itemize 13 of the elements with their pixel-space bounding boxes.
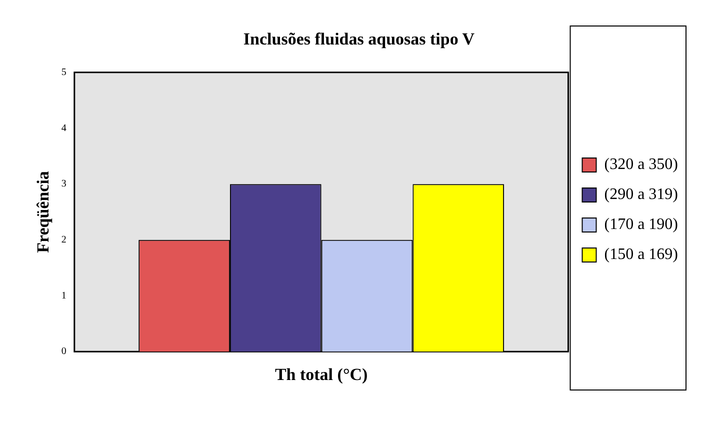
y-tick-label: 3: [61, 178, 66, 190]
y-tick-label: 5: [61, 67, 66, 78]
y-axis-title: Freqüência: [34, 170, 53, 253]
legend-label: (290 a 319): [604, 186, 678, 204]
chart-title: Inclusões fluidas aquosas tipo V: [243, 30, 476, 49]
legend-label: (150 a 169): [604, 246, 678, 264]
x-axis-title: Th total (°C): [274, 365, 368, 384]
y-tick-label: 2: [61, 234, 66, 246]
legend-label: (320 a 350): [604, 156, 678, 174]
y-tick-label: 1: [61, 290, 66, 302]
legend-label: (170 a 190): [604, 216, 678, 234]
y-tick-label: 4: [61, 122, 66, 134]
y-tick-label: 0: [61, 346, 66, 358]
